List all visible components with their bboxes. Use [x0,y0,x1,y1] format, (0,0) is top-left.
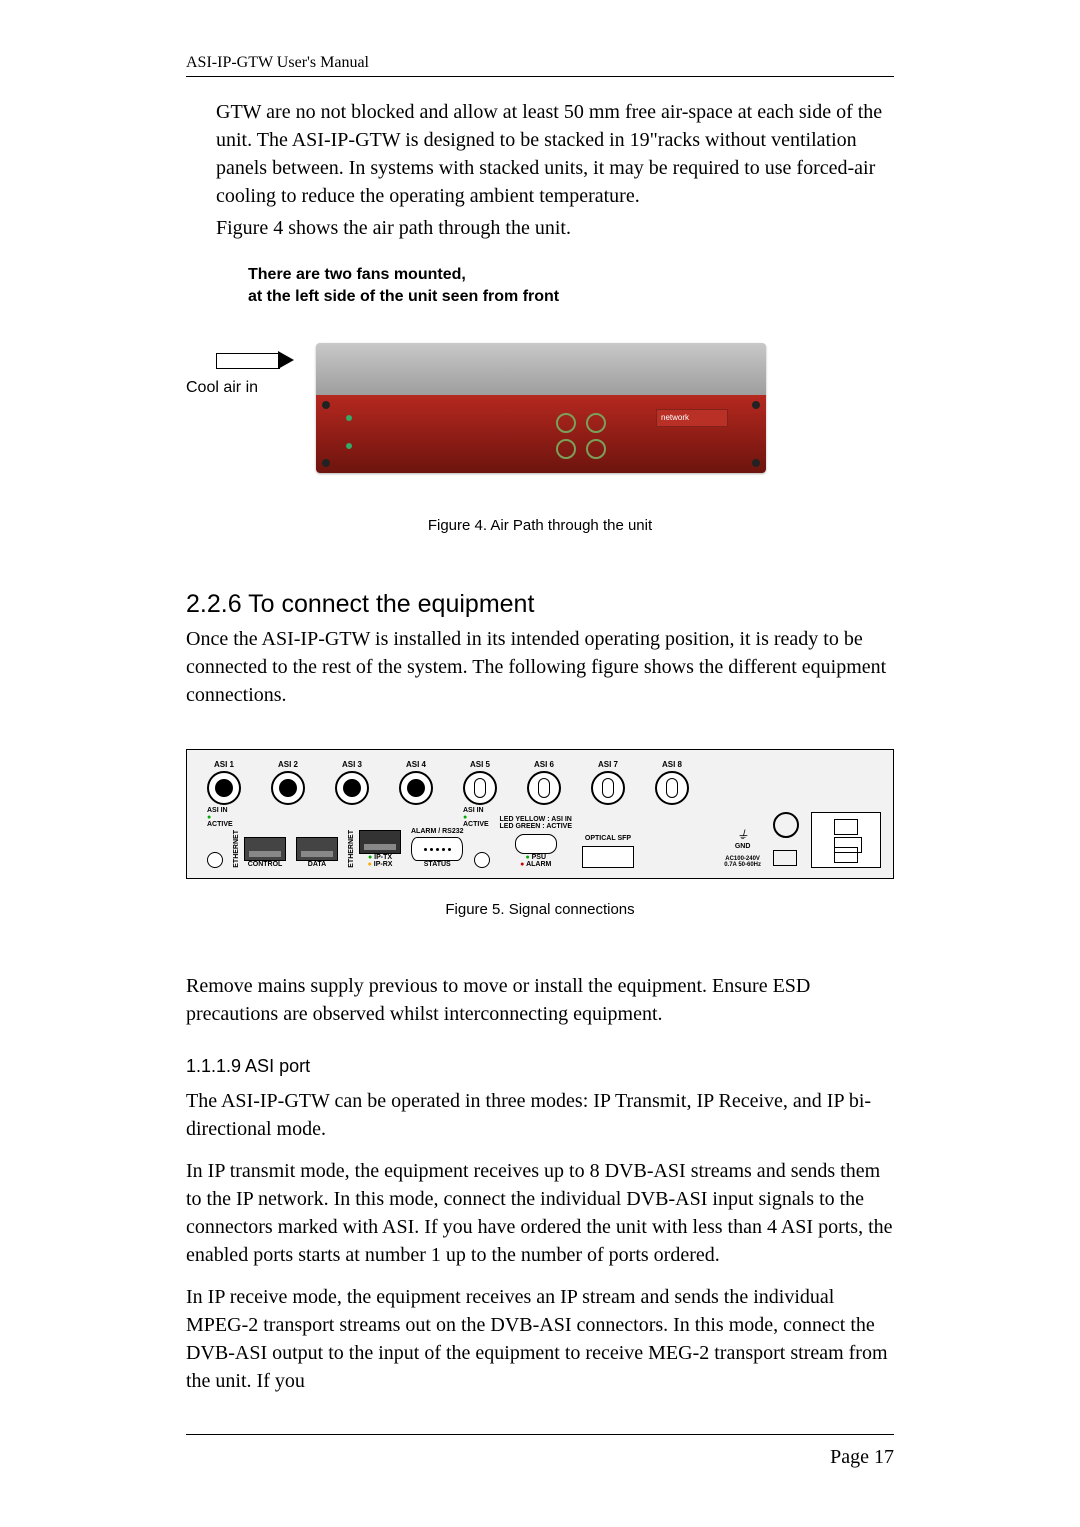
rj45-icon [244,837,286,861]
label: CONTROL [248,861,283,868]
asi-label: ASI 4 [406,760,426,769]
label: AC100-240V 0.7A 50-60Hz [724,856,761,868]
bnc-connector-icon [463,771,497,805]
label: ETHERNET [348,830,355,868]
iec-inlet-icon [834,819,858,835]
arrow-body [216,353,280,369]
asi-label: ASI 5 [470,760,490,769]
bnc-connector-icon [271,771,305,805]
header-rule [186,76,894,77]
paragraph: The ASI-IP-GTW can be operated in three … [186,1087,894,1143]
bnc-connector-icon [399,771,433,805]
asi-label: ASI 6 [534,760,554,769]
iec-inlet-icon [834,847,858,863]
figure-4-caption: Figure 4. Air Path through the unit [186,517,894,534]
device-photo: network [316,343,766,473]
bnc-connector-icon [527,771,561,805]
label: ALARM / RS232 [411,828,464,835]
cool-air-label: Cool air in [186,379,258,397]
paragraph: Figure 4 shows the air path through the … [216,214,894,242]
asi-label: ASI 1 [214,760,234,769]
psu-slot [811,812,881,868]
label: STATUS [424,861,451,868]
rj45-icon [296,837,338,861]
asi-label: ASI 7 [598,760,618,769]
rj45-icon [359,830,401,854]
page-number: Page 17 [830,1446,894,1469]
document-page: ASI-IP-GTW User's Manual GTW are no not … [0,0,1080,1527]
running-header: ASI-IP-GTW User's Manual [186,54,894,72]
paragraph: In IP transmit mode, the equipment recei… [186,1157,894,1269]
paragraph: GTW are no not blocked and allow at leas… [216,98,894,210]
paragraph: Once the ASI-IP-GTW is installed in its … [186,625,894,709]
bnc-connector-icon [335,771,369,805]
paragraph: In IP receive mode, the equipment receiv… [186,1283,894,1395]
label: LED YELLOW : ASI INLED GREEN : ACTIVE [500,816,572,830]
figure-5-panel: ASI 1 ASI 2 ASI 3 ASI 4 ASI IN●ACTIVE AS… [186,749,894,879]
label: OPTICAL SFP [585,835,631,842]
arrow-head-right-icon [278,351,294,369]
bnc-connector-icon [655,771,689,805]
label: DATA [308,861,326,868]
led-icon [474,852,490,868]
bnc-connector-icon [591,771,625,805]
subsection-heading: 1.1.1.9 ASI port [186,1056,894,1077]
asi-label: ASI 2 [278,760,298,769]
asi-label: ASI 3 [342,760,362,769]
label: ETHERNET [233,830,240,868]
sfp-icon [515,834,557,854]
power-switch-icon [773,812,799,838]
paragraph: Remove mains supply previous to move or … [186,972,894,1028]
footer-rule [186,1434,894,1435]
annotation-line: at the left side of the unit seen from f… [248,286,894,308]
figure-4: Cool air in Warm air out [186,343,894,503]
figure-annotation: There are two fans mounted, at the left … [248,264,894,307]
section-heading: 2.2.6 To connect the equipment [186,590,894,619]
sfp-slot-icon [582,846,634,868]
figure-5-caption: Figure 5. Signal connections [186,901,894,918]
label: ● IP-TX● IP-RX [368,854,393,868]
annotation-line: There are two fans mounted, [248,264,894,286]
asi-label: ASI 8 [662,760,682,769]
db9-icon [411,837,463,861]
label: ● PSU● ALARM [520,854,551,868]
led-icon [207,852,223,868]
bnc-connector-icon [207,771,241,805]
iec-inlet-icon [773,850,797,866]
label: GND [735,843,751,850]
page-content: GTW are no not blocked and allow at leas… [186,98,894,1395]
